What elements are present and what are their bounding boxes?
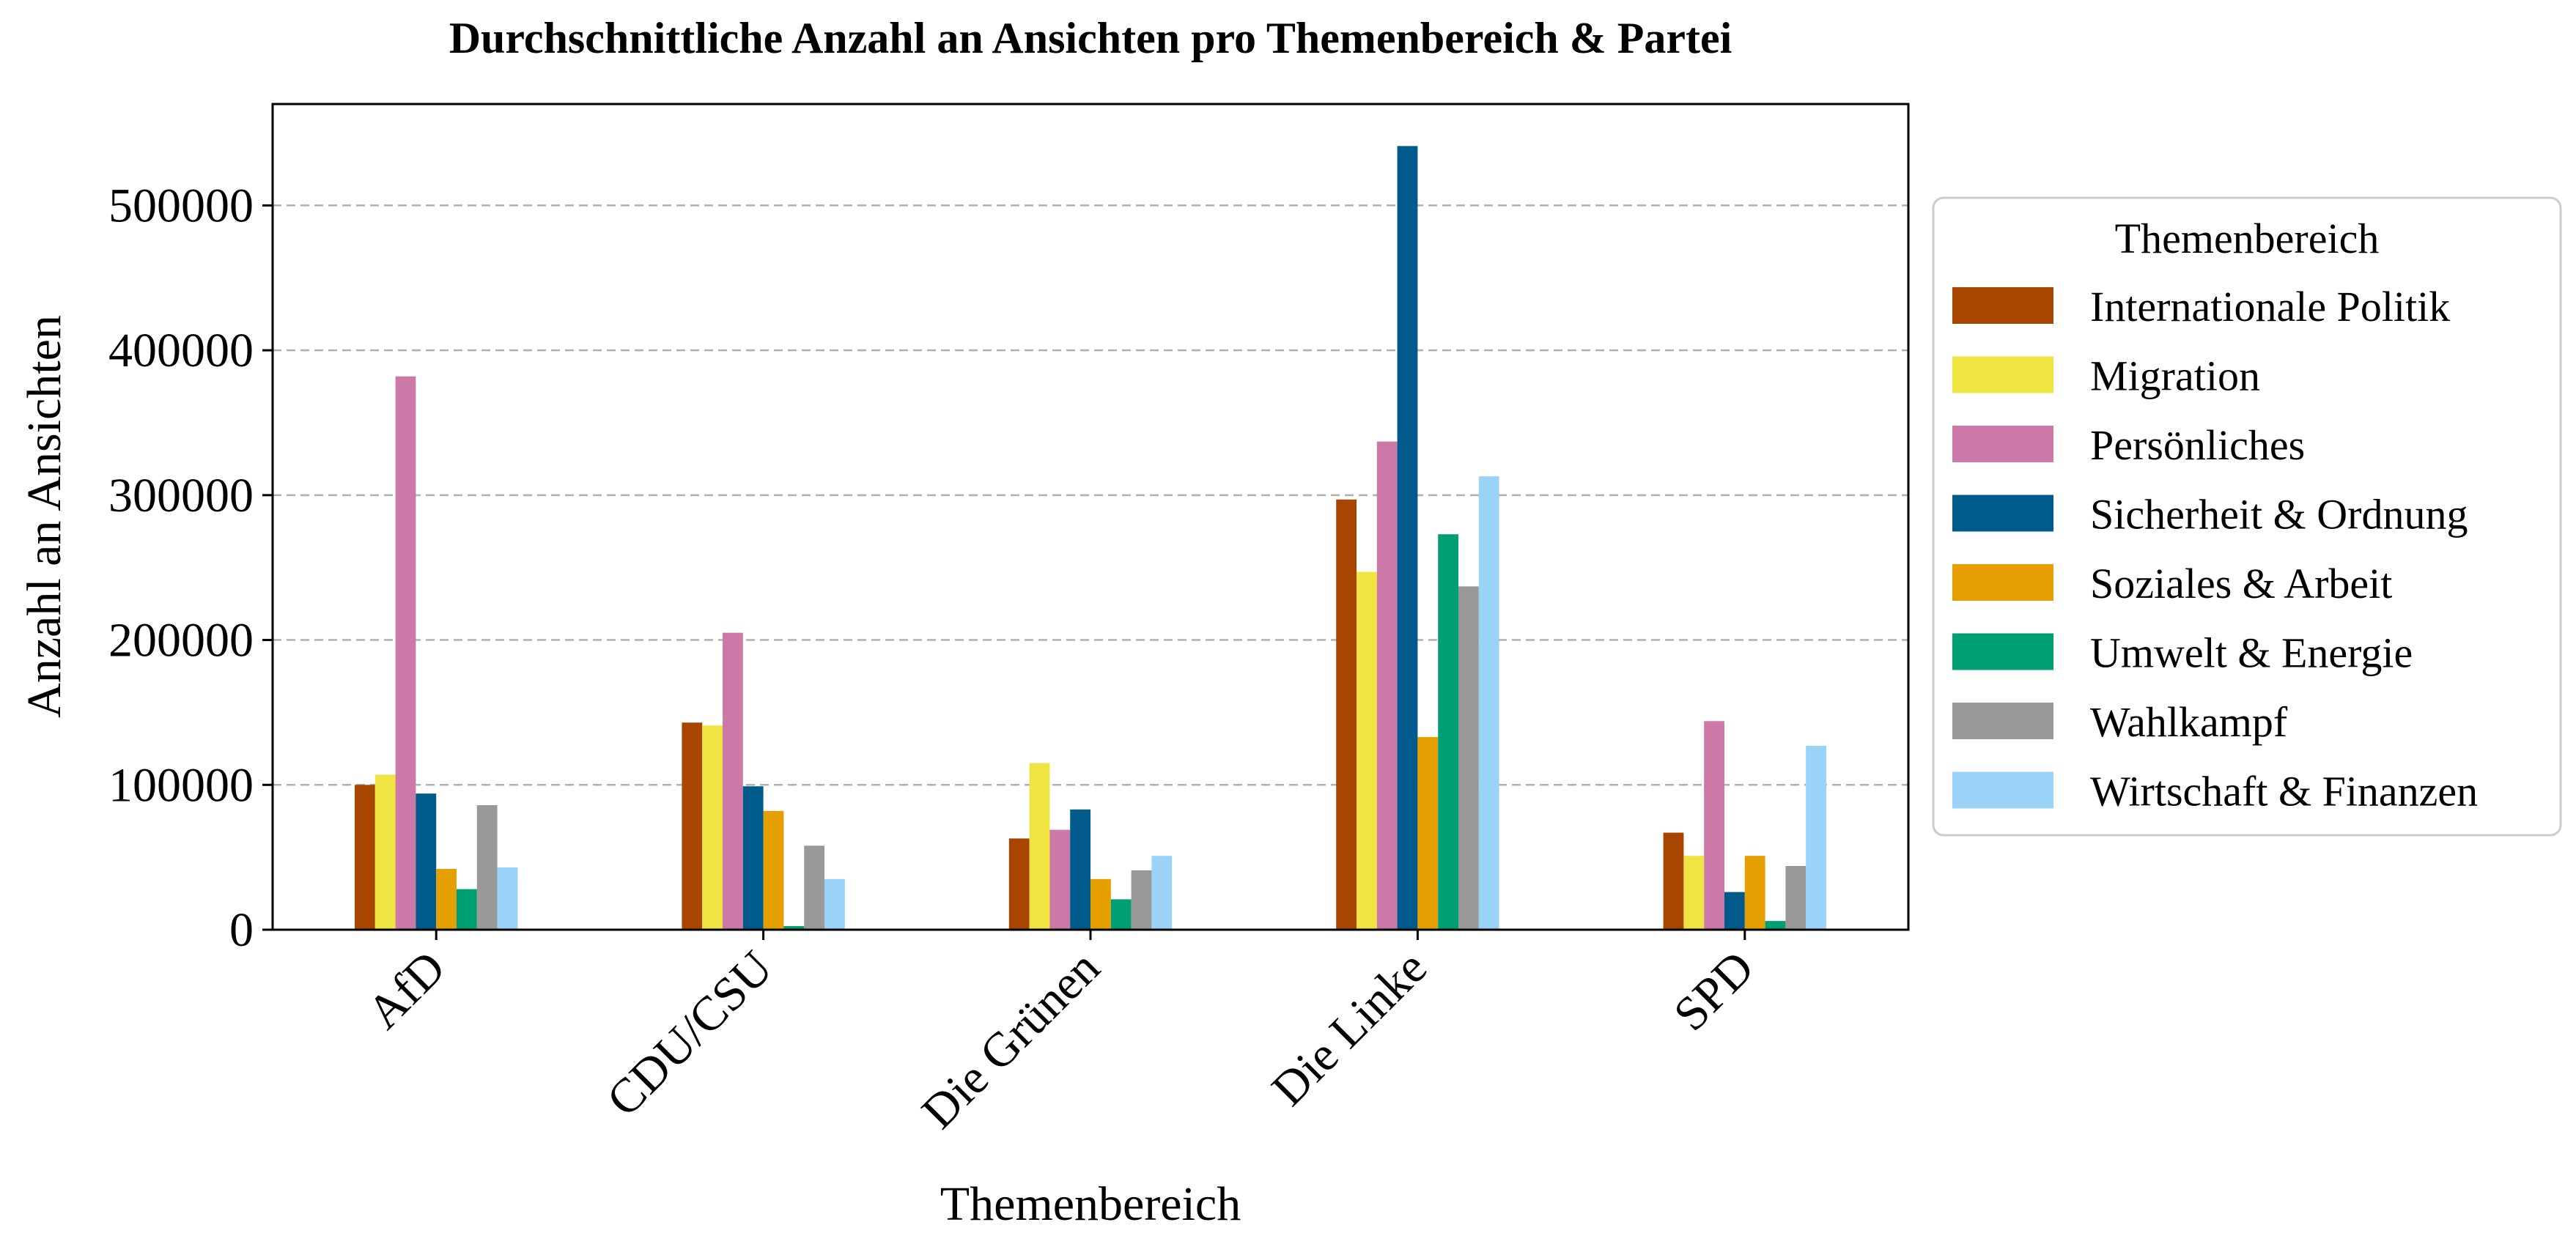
x-axis: AfD CDU/CSU Die Grünen Die Linke SPD [357, 930, 1764, 1139]
y-tick-label: 400000 [108, 324, 254, 377]
legend-label: Persönliches [2090, 421, 2305, 469]
chart-title: Durchschnittliche Anzahl an Ansichten pr… [449, 14, 1732, 62]
bar [1008, 838, 1030, 930]
bar [682, 722, 703, 930]
bar [1417, 737, 1439, 930]
legend-swatch [1952, 356, 2053, 393]
y-axis: 0 100000 200000 300000 400000 500000 [108, 179, 273, 957]
legend-label: Wirtschaft & Finanzen [2090, 768, 2478, 815]
y-tick-label: 100000 [108, 758, 254, 812]
legend-label: Migration [2090, 352, 2260, 400]
bar [476, 804, 498, 930]
legend-swatch [1952, 564, 2053, 601]
legend-label: Sicherheit & Ordnung [2090, 491, 2468, 538]
y-tick-label: 0 [229, 903, 254, 957]
bar [1478, 476, 1499, 930]
legend-swatch [1952, 633, 2053, 670]
bar [1724, 892, 1745, 930]
bar [1683, 856, 1705, 930]
bar [1458, 586, 1479, 930]
bar [1131, 870, 1152, 930]
bar [436, 868, 457, 930]
legend-title: Themenbereich [2115, 215, 2380, 262]
bar [355, 785, 375, 930]
bar [416, 793, 437, 930]
legend-swatch [1952, 703, 2053, 739]
bar [723, 632, 743, 930]
x-tick-label: Die Grünen [912, 941, 1110, 1139]
bar [763, 810, 784, 930]
bar [824, 878, 845, 930]
bar [1029, 763, 1050, 930]
legend-swatch [1952, 287, 2053, 324]
bar [374, 774, 396, 930]
legend-swatch [1952, 426, 2053, 462]
x-tick-label: AfD [357, 941, 456, 1040]
bar [1070, 809, 1090, 930]
bar [804, 845, 824, 930]
bar [1357, 571, 1377, 930]
x-tick-label: CDU/CSU [597, 941, 783, 1127]
bars [355, 146, 1826, 930]
bar [1397, 146, 1418, 930]
bar [1806, 745, 1826, 930]
bar [1336, 499, 1357, 930]
bar [1438, 534, 1458, 930]
bar [1151, 856, 1173, 930]
bar [1110, 899, 1132, 930]
bar [497, 867, 518, 930]
x-tick-label: Die Linke [1261, 941, 1437, 1117]
bar [1785, 866, 1806, 930]
y-tick-label: 500000 [108, 179, 254, 232]
y-tick-label: 200000 [108, 614, 254, 667]
bar [1704, 721, 1724, 930]
y-tick-label: 300000 [108, 469, 254, 522]
bar [1090, 878, 1111, 930]
legend-label: Internationale Politik [2090, 283, 2450, 330]
legend-label: Soziales & Arbeit [2090, 560, 2392, 607]
legend-swatch [1952, 495, 2053, 532]
legend-label: Wahlkampf [2090, 698, 2288, 746]
bar [457, 889, 477, 930]
gridlines [273, 204, 1908, 786]
legend-frame [1932, 196, 2562, 837]
legend-label: Umwelt & Energie [2090, 629, 2413, 677]
bar [1376, 441, 1398, 930]
plot-frame [271, 103, 1910, 931]
y-axis-label: Anzahl an Ansichten [18, 315, 71, 718]
bar [1765, 921, 1786, 930]
bar [702, 725, 723, 930]
legend-swatch [1952, 771, 2053, 809]
bar [1049, 829, 1071, 930]
bar [395, 376, 416, 930]
bar [1744, 856, 1765, 930]
bar [742, 786, 764, 930]
x-axis-label: Themenbereich [940, 1177, 1241, 1231]
bar [783, 926, 805, 930]
x-tick-label: SPD [1664, 941, 1764, 1041]
bar [1663, 832, 1684, 930]
legend: Themenbereich Internationale Politik Migr… [1932, 196, 2562, 837]
